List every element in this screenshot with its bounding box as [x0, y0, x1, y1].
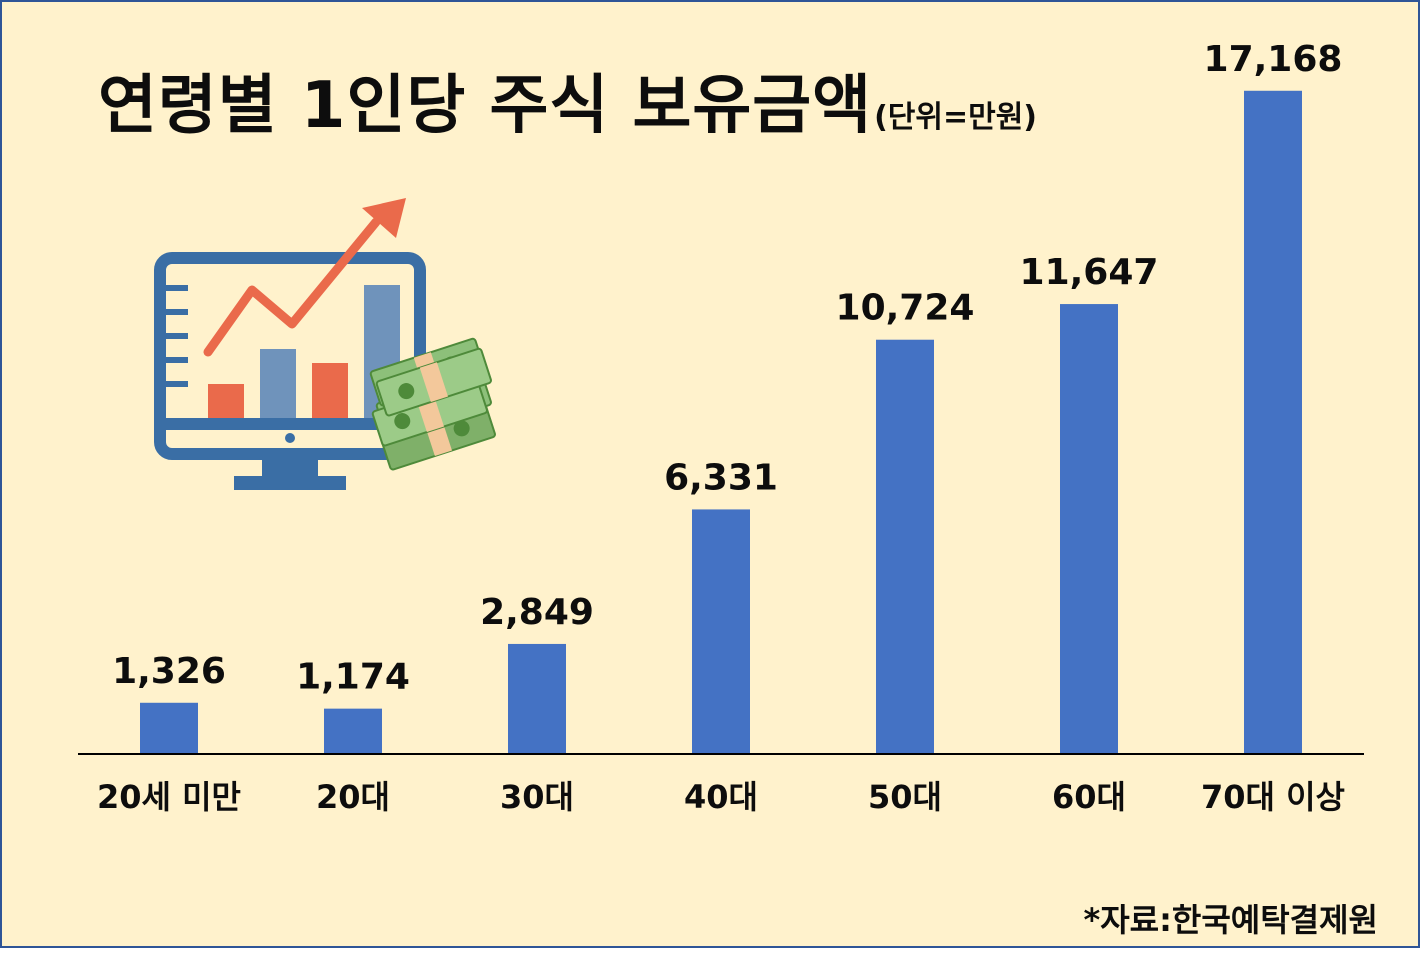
category-label-4: 50대	[868, 778, 942, 816]
category-label-5: 60대	[1052, 778, 1126, 816]
value-label-1: 1,174	[296, 657, 410, 698]
bar-0	[140, 702, 198, 754]
value-label-2: 2,849	[480, 592, 594, 633]
bar-4	[876, 339, 934, 754]
monitor-chart-icon	[154, 198, 496, 490]
category-label-1: 20대	[316, 778, 390, 816]
bar-3	[692, 509, 750, 754]
title-text: 연령별 1인당 주식 보유금액	[98, 69, 873, 143]
bar-2	[508, 643, 566, 754]
category-label-3: 40대	[684, 778, 758, 816]
money-stack-icon	[369, 337, 496, 471]
category-label-6: 70대 이상	[1201, 778, 1345, 816]
bar-5	[1060, 304, 1118, 754]
value-label-5: 11,647	[1020, 252, 1159, 293]
value-label-4: 10,724	[836, 288, 975, 329]
chart-title: 연령별 1인당 주식 보유금액(단위=만원)	[98, 54, 1037, 146]
category-label-0: 20세 미만	[97, 778, 241, 816]
unit-note: (단위=만원)	[874, 100, 1038, 135]
source-note: *자료:한국예탁결제원	[1083, 901, 1379, 939]
value-label-3: 6,331	[664, 457, 778, 498]
bar-1	[324, 708, 382, 754]
value-label-6: 17,168	[1204, 39, 1343, 80]
category-label-2: 30대	[500, 778, 574, 816]
value-label-0: 1,326	[112, 651, 226, 692]
bar-6	[1244, 90, 1302, 754]
trend-arrow-icon	[203, 198, 406, 357]
